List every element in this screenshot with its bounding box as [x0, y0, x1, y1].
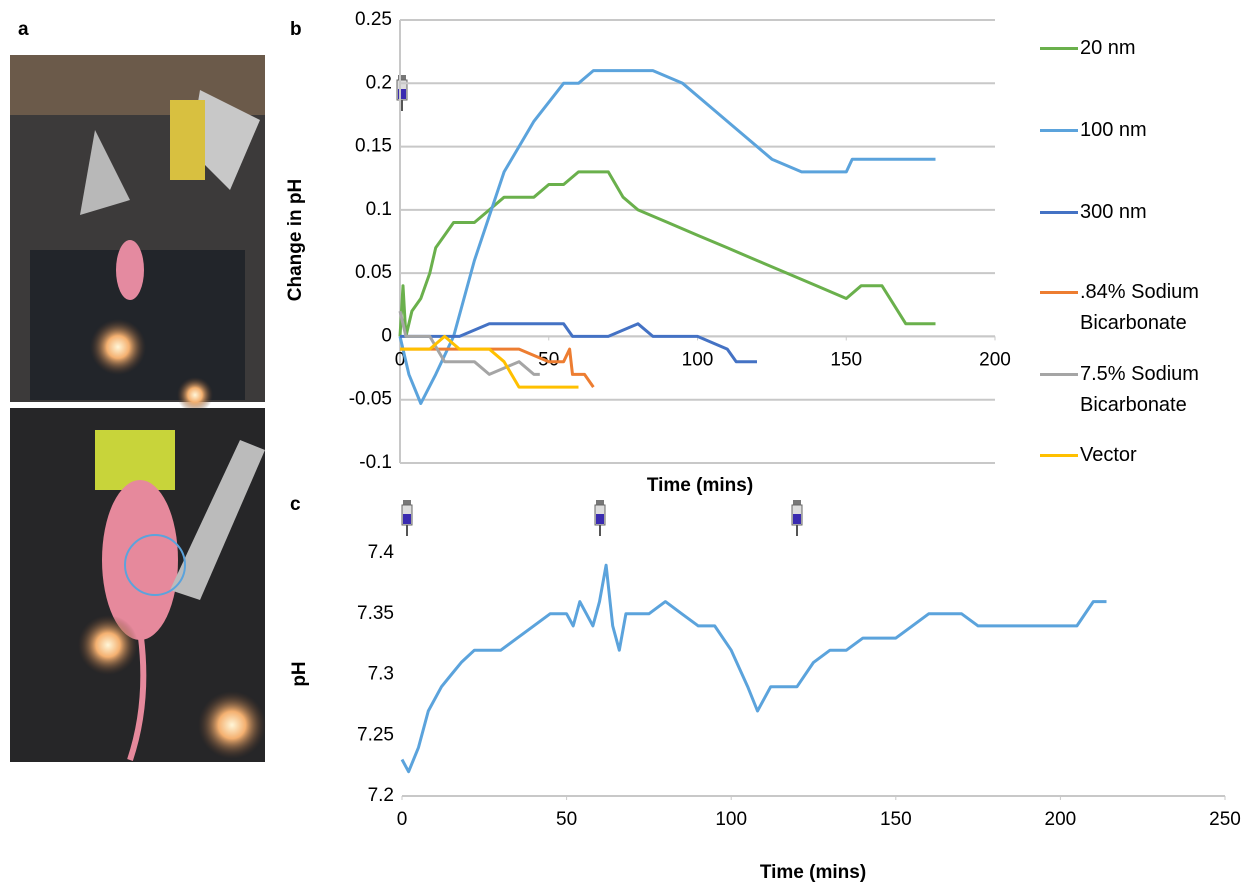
legend-label: 7.5% Sodium Bicarbonate [1080, 363, 1199, 416]
legend-label: .84% Sodium Bicarbonate [1080, 281, 1199, 334]
x-axis-title: Time (mins) [647, 475, 753, 496]
y-tick-label: 7.25 [357, 724, 394, 745]
syringe-icon [401, 499, 413, 537]
x-axis-title: Time (mins) [760, 862, 866, 883]
panel-label: c [290, 494, 301, 515]
x-tick-label: 0 [395, 349, 406, 370]
legend-label: 20 nm [1080, 37, 1136, 59]
x-tick-label: 250 [1209, 809, 1241, 830]
legend-swatch [1040, 291, 1078, 294]
x-tick-label: 50 [538, 349, 559, 370]
x-tick-label: 0 [397, 809, 408, 830]
y-tick-label: 7.4 [368, 542, 395, 563]
syringe-icon [594, 499, 606, 537]
legend-swatch [1040, 211, 1078, 214]
series-line [398, 170, 936, 338]
series-line [400, 563, 1107, 774]
y-axis-title: pH [289, 661, 310, 686]
y-tick-label: 7.3 [368, 664, 394, 685]
legend-swatch [1040, 454, 1078, 457]
legend-label: 100 nm [1080, 119, 1147, 141]
photo-bottom [10, 408, 266, 762]
panel-label: b [290, 19, 302, 40]
legend-label: Vector [1080, 444, 1137, 466]
y-tick-label: -0.1 [359, 452, 392, 473]
x-tick-label: 100 [682, 349, 714, 370]
legend-swatch [1040, 373, 1078, 376]
legend-label: 300 nm [1080, 201, 1147, 223]
y-tick-label: 0.15 [355, 136, 392, 157]
y-tick-label: 0.25 [355, 9, 392, 30]
y-tick-label: -0.05 [349, 389, 392, 410]
legend-swatch [1040, 129, 1078, 132]
x-tick-label: 150 [880, 809, 912, 830]
series-line [400, 322, 757, 364]
series-line [400, 334, 579, 389]
syringe-icon [396, 74, 408, 112]
x-tick-label: 50 [556, 809, 577, 830]
panel-label: a [18, 19, 29, 40]
series-line [398, 69, 936, 405]
y-tick-label: 0 [381, 325, 392, 346]
y-axis-title: Change in pH [285, 179, 306, 301]
x-tick-label: 150 [830, 349, 862, 370]
y-tick-label: 0.2 [366, 72, 392, 93]
series-line [398, 310, 540, 376]
photo-top [10, 55, 265, 413]
legend-swatch [1040, 47, 1078, 50]
y-tick-label: 0.05 [355, 262, 392, 283]
syringe-icon [791, 499, 803, 537]
y-tick-label: 0.1 [366, 199, 392, 220]
x-tick-label: 200 [1045, 809, 1077, 830]
x-tick-label: 200 [979, 349, 1011, 370]
x-tick-label: 100 [715, 809, 747, 830]
y-tick-label: 7.35 [357, 603, 394, 624]
y-tick-label: 7.2 [368, 785, 394, 806]
